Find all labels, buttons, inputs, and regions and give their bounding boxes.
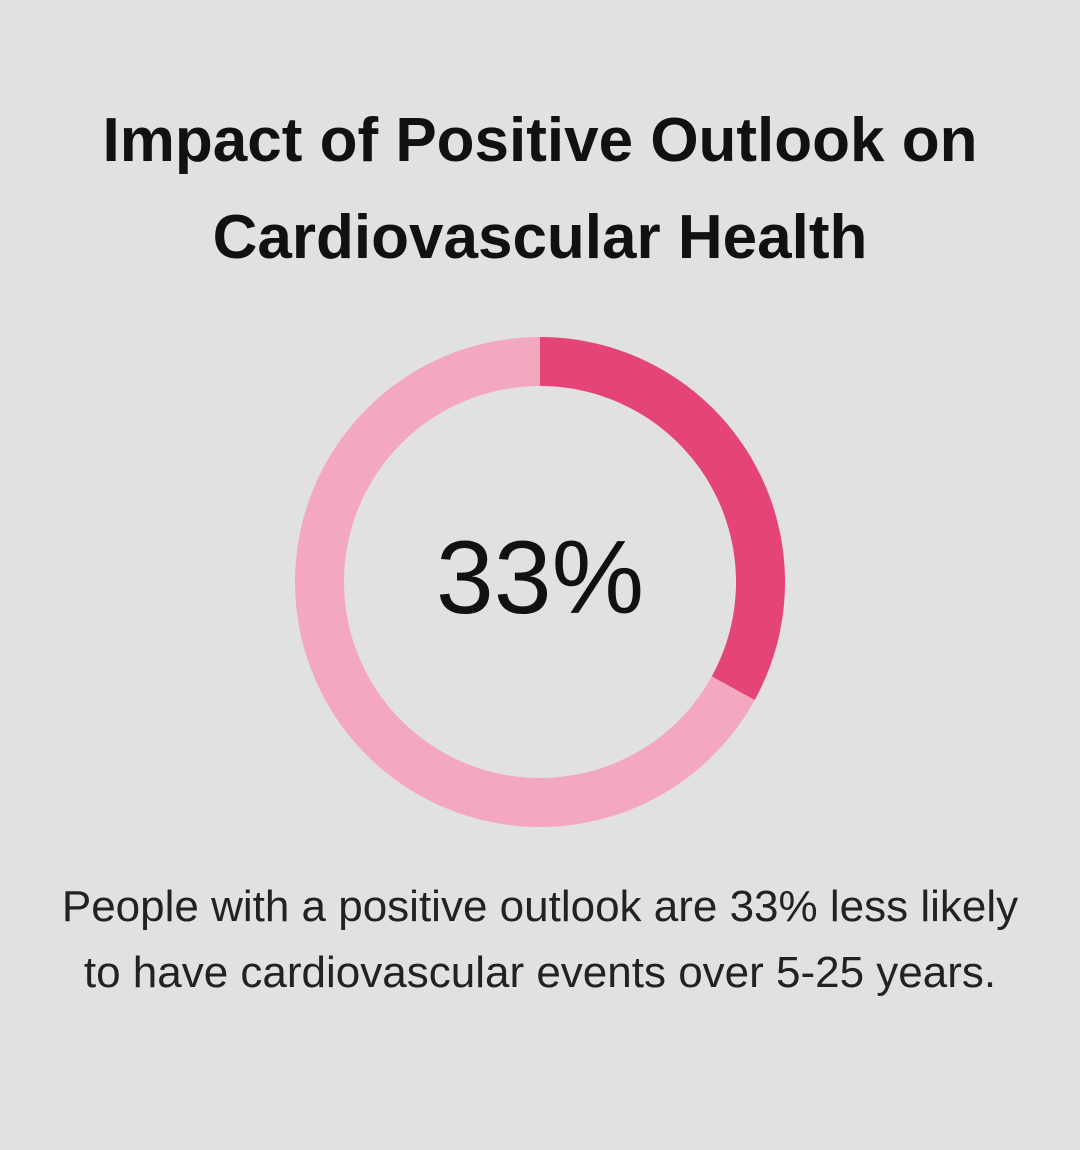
chart-title: Impact of Positive Outlook on Cardiovasc… <box>102 106 978 272</box>
donut-segment <box>540 337 786 701</box>
center-label: 33% <box>436 520 644 636</box>
caption: People with a positive outlook are 33% l… <box>61 882 1019 997</box>
